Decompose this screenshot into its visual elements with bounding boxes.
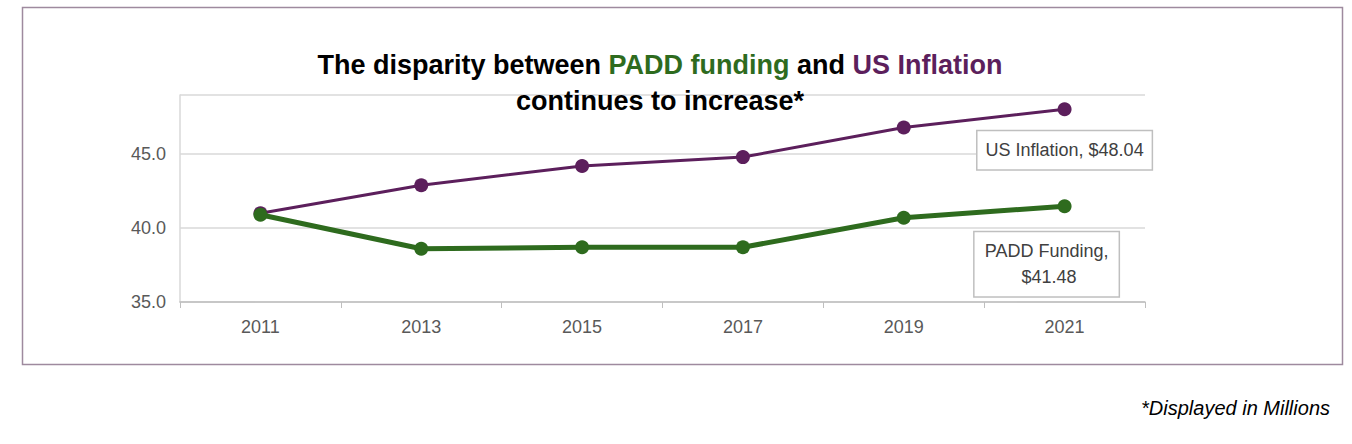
svg-text:and: and <box>790 50 853 80</box>
svg-text:continues to increase*: continues to increase* <box>516 86 805 116</box>
svg-text:2013: 2013 <box>401 317 441 337</box>
svg-text:The disparity between: The disparity between <box>317 50 608 80</box>
svg-text:2019: 2019 <box>884 317 924 337</box>
svg-text:40.0: 40.0 <box>131 218 166 238</box>
svg-text:*Displayed in Millions: *Displayed in Millions <box>1141 397 1330 419</box>
svg-text:US Inflation, $48.04: US Inflation, $48.04 <box>986 140 1144 160</box>
svg-text:2021: 2021 <box>1045 317 1085 337</box>
svg-text:2011: 2011 <box>241 317 280 337</box>
svg-text:45.0: 45.0 <box>131 144 166 164</box>
svg-text:2017: 2017 <box>723 317 763 337</box>
svg-text:PADD Funding,: PADD Funding, <box>985 241 1109 261</box>
svg-text:PADD funding: PADD funding <box>609 50 790 80</box>
svg-text:$41.48: $41.48 <box>1017 267 1077 287</box>
svg-text:US Inflation: US Inflation <box>853 50 1003 80</box>
svg-text:35.0: 35.0 <box>131 292 166 312</box>
svg-text:2015: 2015 <box>562 317 602 337</box>
